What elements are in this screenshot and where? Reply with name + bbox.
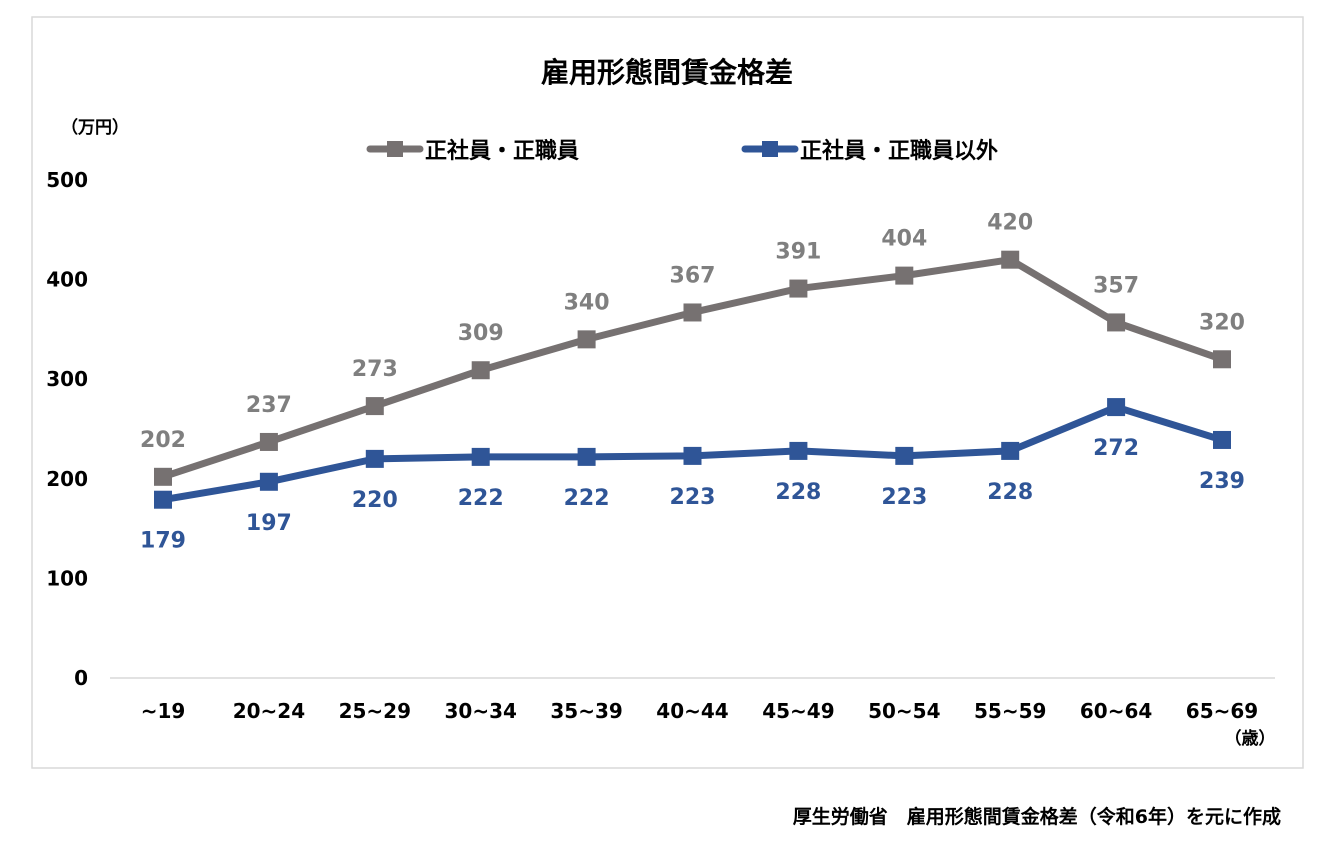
data-label: 222 — [458, 486, 504, 511]
data-point — [683, 446, 702, 465]
data-label: 420 — [987, 211, 1033, 236]
chart-border — [31, 16, 1304, 769]
y-axis-unit: （万円） — [61, 117, 129, 138]
legend-item: 正社員・正職員 — [366, 138, 579, 164]
data-label: 237 — [246, 393, 292, 418]
chart-title: 雇用形態間賃金格差 — [541, 56, 793, 89]
data-point — [577, 447, 596, 466]
data-label: 391 — [775, 240, 821, 265]
data-point — [895, 266, 914, 285]
data-label: 404 — [881, 227, 927, 252]
data-label: 340 — [564, 290, 610, 315]
y-tick-label: 100 — [46, 566, 88, 590]
data-point — [1213, 430, 1231, 449]
data-point — [365, 449, 384, 468]
x-tick-label: 50~54 — [868, 699, 940, 723]
data-point — [789, 279, 808, 298]
data-point — [154, 490, 172, 509]
x-tick-label: 55~59 — [974, 699, 1046, 723]
x-tick-label: 35~39 — [550, 699, 622, 723]
data-label: 239 — [1199, 469, 1245, 494]
data-label: 220 — [352, 488, 398, 513]
data-point — [683, 303, 702, 322]
series-non-regular: 179 197 220 222 222 223 228 223 228 272 239 — [140, 398, 1245, 554]
data-point — [789, 441, 808, 460]
data-point — [1213, 350, 1231, 369]
legend: 正社員・正職員 正社員・正職員以外 — [366, 138, 998, 164]
data-label: 228 — [775, 480, 821, 505]
y-tick-label: 500 — [46, 168, 88, 192]
data-point — [577, 330, 596, 349]
data-point — [1001, 250, 1020, 269]
data-label: 273 — [352, 357, 398, 382]
y-tick-label: 400 — [46, 268, 88, 292]
data-label: 357 — [1093, 273, 1139, 298]
data-label: 309 — [458, 321, 504, 346]
data-point — [895, 446, 914, 465]
data-point — [259, 472, 278, 491]
legend-item: 正社員・正職員以外 — [741, 138, 998, 164]
x-axis-unit: （歳） — [1225, 728, 1276, 749]
legend-marker — [762, 141, 778, 157]
x-tick-label: 45~49 — [762, 699, 834, 723]
x-tick-label: ~19 — [141, 699, 186, 723]
data-point — [471, 361, 490, 380]
x-tick-label: 25~29 — [339, 699, 411, 723]
data-label: 367 — [670, 263, 716, 288]
data-label: 320 — [1199, 310, 1245, 335]
series-regular: 202 237 273 309 340 367 391 404 420 357 320 — [140, 211, 1245, 486]
legend-label: 正社員・正職員以外 — [800, 138, 998, 164]
data-label: 272 — [1093, 436, 1139, 461]
data-point — [1107, 398, 1126, 417]
data-label: 197 — [246, 511, 292, 536]
x-tick-label: 60~64 — [1080, 699, 1152, 723]
data-label: 179 — [140, 529, 186, 554]
x-tick-label: 40~44 — [656, 699, 728, 723]
data-point — [154, 467, 172, 486]
data-point — [365, 397, 384, 416]
y-tick-label: 0 — [74, 666, 88, 690]
source-note: 厚生労働省 雇用形態間賃金格差（令和6年）を元に作成 — [792, 806, 1281, 828]
data-label: 223 — [881, 485, 927, 510]
data-label: 222 — [564, 486, 610, 511]
x-tick-label: 30~34 — [444, 699, 516, 723]
data-point — [259, 432, 278, 451]
data-point — [1001, 441, 1020, 460]
legend-label: 正社員・正職員 — [425, 138, 579, 164]
legend-marker — [387, 141, 403, 157]
y-tick-label: 200 — [46, 467, 88, 491]
x-tick-label: 20~24 — [233, 699, 305, 723]
y-tick-label: 300 — [46, 367, 88, 391]
data-label: 228 — [987, 480, 1033, 505]
data-label: 202 — [140, 428, 186, 453]
data-point — [1107, 313, 1126, 332]
data-point — [471, 447, 490, 466]
data-label: 223 — [670, 485, 716, 510]
x-tick-label: 65~69 — [1186, 699, 1258, 723]
